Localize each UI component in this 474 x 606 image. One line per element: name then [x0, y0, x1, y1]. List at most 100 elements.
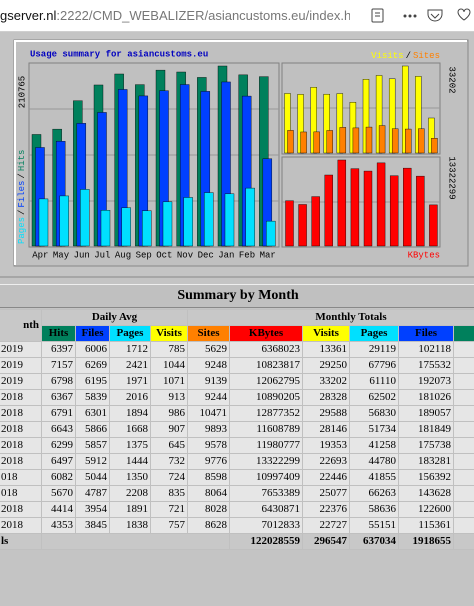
cell: 19353 — [303, 438, 350, 453]
month-cell: 2018 — [0, 406, 41, 421]
cell: 33202 — [303, 374, 350, 389]
cell: 5857 — [76, 438, 109, 453]
cell: 181026 — [399, 390, 454, 405]
cell: 12877352 — [230, 406, 303, 421]
month-row: 2019 6798 6195 1971 1071 9139 12062795 33202 611… — [0, 374, 474, 389]
cell: 9893 — [188, 422, 230, 437]
cell: 4353 — [42, 518, 75, 533]
cell: 28328 — [303, 390, 350, 405]
usage-chart: Usage summary for asiancustoms.eu Apr May J… — [0, 39, 474, 278]
cell: 61110 — [350, 374, 399, 389]
y-axis-label-part: Files — [17, 181, 27, 208]
kbytes-label: KBytes — [408, 250, 440, 260]
cell: 1894 — [110, 406, 150, 421]
month-cell: 018 — [0, 470, 41, 485]
cell: 9248 — [188, 358, 230, 373]
url-field[interactable]: gserver.nl:2222/CMD_WEBALIZER/asiancusto… — [0, 8, 366, 23]
cell: 7653389 — [230, 486, 303, 501]
cell: 5044 — [76, 470, 109, 485]
cell: 20 — [454, 454, 474, 469]
url-host: gserver.nl — [0, 8, 57, 23]
cell: 41855 — [350, 470, 399, 485]
cell: 189057 — [399, 406, 454, 421]
month-cell: 2018 — [0, 422, 41, 437]
column-header: Visits — [303, 326, 350, 341]
kbytes-max-label: 13322299 — [447, 156, 457, 199]
cell: 4787 — [76, 486, 109, 501]
visits-max-label: 33202 — [447, 66, 457, 93]
cell: 1712 — [110, 342, 150, 357]
totals-label: ls — [0, 534, 41, 549]
pages-bar — [38, 198, 49, 247]
cell: 143628 — [399, 486, 454, 501]
reader-icon[interactable] — [371, 8, 384, 23]
cell: 22376 — [303, 502, 350, 517]
cell: 8064 — [188, 486, 230, 501]
y-axis-label-part: / — [17, 210, 27, 215]
cell: 20 — [454, 406, 474, 421]
cell: 28146 — [303, 422, 350, 437]
pocket-icon[interactable] — [427, 9, 443, 22]
month-cell: 2018 — [0, 454, 41, 469]
cell: 6367 — [42, 390, 75, 405]
cell: 56830 — [350, 406, 399, 421]
cell: 6269 — [76, 358, 109, 373]
sites-bar — [352, 127, 360, 154]
column-header: Files — [399, 326, 454, 341]
month-label: Dec — [198, 250, 214, 260]
month-row: 2018 6367 5839 2016 913 9244 10890205 28328 6250… — [0, 390, 474, 405]
group-header: Monthly Totals — [188, 310, 474, 325]
kbytes-bar — [403, 167, 412, 247]
cell: 2016 — [110, 390, 150, 405]
heart-icon[interactable] — [457, 8, 471, 21]
menu-icon[interactable] — [403, 14, 417, 18]
cell: 20 — [454, 422, 474, 437]
month-row: 2018 6791 6301 1894 986 10471 12877352 29588 568… — [0, 406, 474, 421]
toolbar-icons — [350, 0, 474, 31]
browser-toolbar: gserver.nl:2222/CMD_WEBALIZER/asiancusto… — [0, 0, 474, 32]
column-header: KBytes — [230, 326, 303, 341]
cell: 9776 — [188, 454, 230, 469]
cell: 5670 — [42, 486, 75, 501]
column-header: Hits — [42, 326, 75, 341]
cell: 8598 — [188, 470, 230, 485]
month-label: Nov — [177, 250, 194, 260]
kbytes-bar — [285, 200, 294, 247]
cell: 10890205 — [230, 390, 303, 405]
cell: 986 — [151, 406, 188, 421]
pages-bar — [266, 220, 276, 247]
pages-bar — [100, 210, 111, 247]
cell: 6082 — [42, 470, 75, 485]
cell: 6368023 — [230, 342, 303, 357]
cell: 645 — [151, 438, 188, 453]
cell: 19 — [454, 390, 474, 405]
cell: 6791 — [42, 406, 75, 421]
month-label: Aug — [115, 250, 131, 260]
cell: 17 — [454, 486, 474, 501]
cell: 6798 — [42, 374, 75, 389]
cell: 21 — [454, 374, 474, 389]
cell: 3954 — [76, 502, 109, 517]
sites-bar — [418, 128, 425, 154]
month-cell: 2019 — [0, 374, 41, 389]
cell: 44780 — [350, 454, 399, 469]
cell: 1668 — [110, 422, 150, 437]
pages-bar — [224, 193, 235, 247]
cell: 6301 — [76, 406, 109, 421]
month-label: Jan — [218, 250, 234, 260]
cell: 1375 — [110, 438, 150, 453]
cell: 55151 — [350, 518, 399, 533]
month-cell: 2018 — [0, 518, 41, 533]
sites-bar — [287, 130, 294, 154]
pages-bar — [80, 189, 90, 247]
cell: 10471 — [188, 406, 230, 421]
cell: 7012833 — [230, 518, 303, 533]
month-cell: 018 — [0, 486, 41, 501]
hits-max-label: 210765 — [17, 76, 27, 108]
month-label: Mar — [260, 250, 276, 260]
cell: 757 — [151, 518, 188, 533]
kbytes-bar — [311, 196, 320, 247]
month-row: 2019 7157 6269 2421 1044 9248 10823817 29250 677… — [0, 358, 474, 373]
month-label: May — [53, 250, 70, 260]
